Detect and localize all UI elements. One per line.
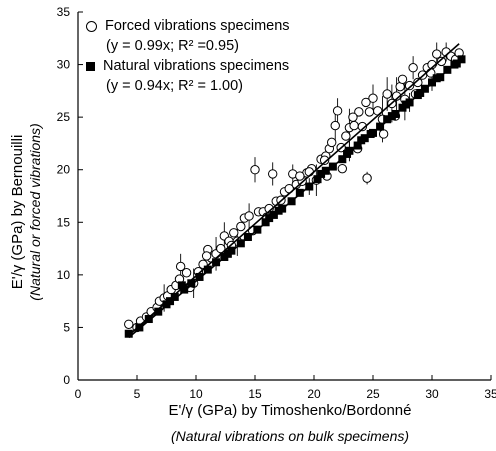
y-axis-label: E'/γ (GPa) by Bernouilli (Natural or for… <box>6 52 46 372</box>
tick-labels: 0 5 10 15 20 25 30 35 0 5 10 15 20 25 30 35 <box>57 5 496 401</box>
y-tick-label: 0 <box>63 373 70 387</box>
data-point-forced <box>268 169 278 179</box>
axes <box>77 12 491 381</box>
y-axis-title: E'/γ (GPa) by Bernouilli <box>9 135 26 290</box>
data-point-forced <box>327 137 337 148</box>
data-point-natural <box>317 169 326 178</box>
data-point-natural <box>432 74 441 83</box>
data-point-forced <box>250 165 260 175</box>
fit-lines <box>128 43 463 339</box>
data-point-forced <box>348 112 358 122</box>
data-point-forced <box>349 120 359 131</box>
tick-marks <box>77 11 492 381</box>
legend-entry-natural: Natural vibrations specimens <box>86 56 290 76</box>
x-tick-label: 10 <box>189 387 203 401</box>
data-point-forced <box>404 80 415 91</box>
x-tick-label: 20 <box>307 387 321 401</box>
y-tick-label: 5 <box>63 320 70 334</box>
data-point-natural <box>124 329 133 338</box>
data-point-forced <box>382 89 392 99</box>
forced-vibrations-points <box>124 47 464 333</box>
data-point-forced <box>408 63 418 73</box>
legend-equation-natural: (y = 0.94x; R² = 1.00) <box>106 78 244 94</box>
x-tick-label: 25 <box>366 387 380 401</box>
open-circle-icon <box>86 20 97 32</box>
data-point-forced <box>319 155 330 165</box>
data-point-natural <box>274 206 283 215</box>
data-point-natural <box>166 297 175 306</box>
legend-label-forced: Forced vibrations specimens <box>105 18 290 34</box>
data-point-forced <box>397 74 408 84</box>
x-axis-subtitle: (Natural vibrations on bulk specimens) <box>170 428 410 444</box>
data-point-forced <box>181 268 192 278</box>
data-point-forced <box>432 49 442 59</box>
legend-label-natural: Natural vibrations specimens <box>103 58 290 74</box>
data-point-natural <box>428 78 436 87</box>
data-point-forced <box>201 251 212 261</box>
data-point-forced <box>364 107 375 117</box>
data-point-natural <box>383 115 392 124</box>
data-point-forced <box>368 93 378 103</box>
data-point-forced <box>124 319 134 329</box>
data-point-forced <box>362 173 372 183</box>
data-point-forced <box>295 171 305 181</box>
data-point-forced <box>216 243 226 254</box>
data-point-natural <box>357 136 366 145</box>
data-point-forced <box>357 121 368 132</box>
data-point-natural <box>203 265 212 274</box>
data-point-natural <box>265 214 274 223</box>
data-point-natural <box>144 315 153 324</box>
data-point-forced <box>236 221 246 232</box>
data-point-natural <box>154 307 163 316</box>
data-point-forced <box>413 77 423 88</box>
y-tick-label: 15 <box>57 215 71 229</box>
y-tick-label: 20 <box>57 163 71 177</box>
data-point-forced <box>361 97 371 108</box>
x-tick-label: 30 <box>425 387 439 401</box>
y-axis-subtitle: (Natural or forced vibrations) <box>27 123 43 300</box>
x-axis-title: E'/γ (GPa) by Timoshenko/Bordonné <box>168 402 412 419</box>
data-point-forced <box>304 167 314 177</box>
data-point-natural <box>177 281 186 290</box>
data-point-natural <box>180 285 189 294</box>
data-point-forced <box>244 211 254 221</box>
x-tick-label: 35 <box>484 387 496 401</box>
data-point-forced <box>354 107 364 117</box>
filled-square-icon <box>86 61 95 71</box>
y-tick-label: 25 <box>57 110 71 124</box>
y-tick-label: 10 <box>57 268 71 282</box>
data-point-natural <box>187 279 196 288</box>
data-point-forced <box>332 106 343 116</box>
data-point-natural <box>170 292 179 301</box>
y-tick-label: 35 <box>57 5 71 19</box>
y-tick-label: 30 <box>57 58 71 72</box>
x-tick-label: 0 <box>75 387 82 401</box>
x-tick-label: 15 <box>248 387 262 401</box>
data-point-forced <box>330 120 340 131</box>
data-point-forced <box>229 228 239 238</box>
fit-line-forced <box>128 43 460 336</box>
data-point-forced <box>378 129 389 139</box>
legend: Forced vibrations specimens (y = 0.99x; … <box>86 16 290 96</box>
fit-line-natural <box>128 58 463 339</box>
data-point-forced <box>341 131 351 141</box>
legend-equation-forced: (y = 0.99x; R² =0.95) <box>106 38 239 54</box>
data-point-natural <box>212 258 221 267</box>
data-point-natural <box>295 188 304 197</box>
data-point-forced <box>436 56 447 67</box>
data-point-natural <box>135 323 144 332</box>
data-point-forced <box>175 261 186 272</box>
data-point-natural <box>195 272 204 281</box>
legend-entry-forced: Forced vibrations specimens <box>86 16 290 36</box>
x-tick-label: 5 <box>134 387 141 401</box>
data-point-natural <box>321 166 330 175</box>
data-point-forced <box>337 163 348 174</box>
